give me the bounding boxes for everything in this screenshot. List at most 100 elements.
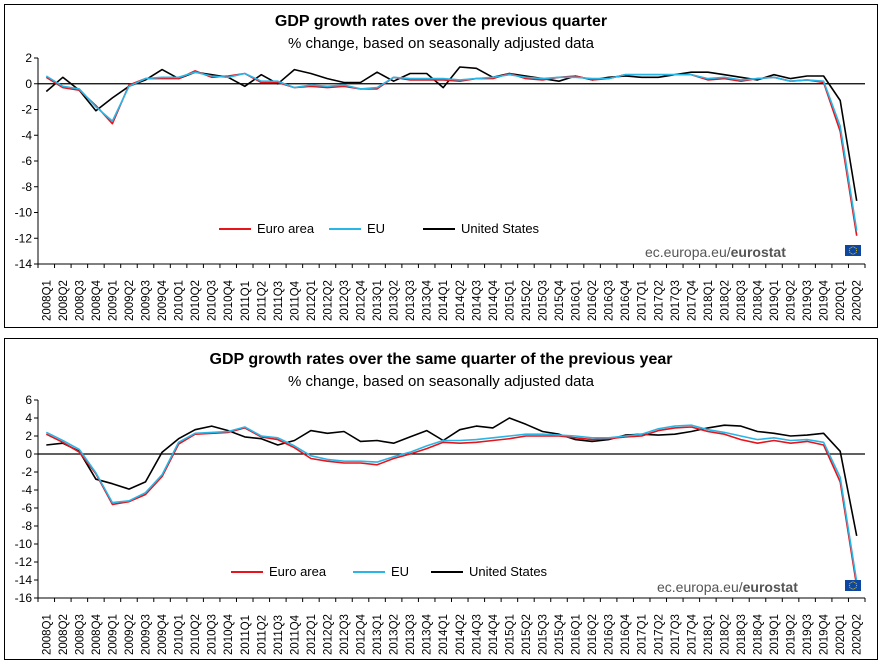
x-tick-label: 2017Q3 [670, 280, 682, 321]
eu-flag-star [855, 251, 857, 253]
eu-flag-icon [845, 580, 861, 591]
x-tick-label: 2015Q4 [554, 613, 566, 655]
x-tick-label: 2011Q2 [256, 615, 268, 655]
x-tick-label: 2011Q3 [273, 281, 285, 321]
x-tick-label: 2020Q2 [852, 280, 864, 321]
x-tick-label: 2018Q4 [752, 613, 764, 655]
series-line-eu [45, 424, 858, 582]
x-tick-label: 2017Q2 [653, 614, 665, 655]
y-tick-label: -10 [15, 537, 33, 551]
eu-flag-star [852, 246, 854, 248]
legend-label-euro_area: Euro area [257, 221, 315, 236]
x-tick-label: 2009Q2 [124, 614, 136, 655]
x-tick-label: 2008Q2 [58, 614, 70, 655]
eu-flag-star [854, 246, 856, 248]
eu-flag-star [850, 253, 852, 255]
x-tick-label: 2018Q2 [719, 614, 731, 655]
x-tick-label: 2012Q2 [322, 614, 334, 655]
x-tick-label: 2013Q1 [372, 614, 384, 655]
x-tick-label: 2013Q1 [372, 280, 384, 321]
x-tick-label: 2011Q2 [256, 281, 268, 321]
x-tick-label: 2020Q1 [835, 280, 847, 321]
legend-label-united_states: United States [461, 221, 540, 236]
legend-label-united_states: United States [469, 564, 548, 579]
x-tick-label: 2010Q2 [190, 614, 202, 655]
x-tick-label: 2017Q4 [686, 279, 698, 321]
eu-flag-star [852, 253, 854, 255]
y-tick-label: -14 [15, 257, 33, 271]
x-tick-label: 2012Q2 [322, 280, 334, 321]
x-tick-label: 2012Q4 [356, 279, 368, 321]
x-tick-label: 2013Q4 [422, 613, 434, 655]
x-tick-label: 2012Q3 [339, 614, 351, 655]
x-tick-label: 2010Q4 [223, 613, 235, 655]
y-tick-label: -6 [21, 154, 32, 168]
x-tick-label: 2019Q4 [819, 279, 831, 321]
x-tick-label: 2017Q1 [637, 614, 649, 655]
x-tick-label: 2013Q2 [389, 614, 401, 655]
x-tick-label: 2015Q3 [537, 280, 549, 321]
series-line-united_states [46, 417, 858, 537]
source-label: ec.europa.eu/eurostat [657, 579, 798, 595]
eu-flag-icon [845, 245, 861, 256]
y-tick-label: -6 [21, 501, 32, 515]
x-tick-label: 2016Q1 [571, 280, 583, 321]
y-tick-label: -12 [15, 555, 33, 569]
eu-flag-star [849, 586, 851, 588]
x-tick-label: 2018Q1 [703, 280, 715, 321]
eu-flag-star [856, 584, 858, 587]
x-tick-label: 2009Q4 [157, 279, 169, 321]
y-tick-label: 2 [25, 429, 32, 443]
x-tick-label: 2016Q2 [587, 614, 599, 655]
legend-label-eu: EU [391, 564, 409, 579]
x-tick-label: 2011Q3 [273, 615, 285, 655]
x-tick-label: 2019Q1 [769, 614, 781, 655]
x-tick-label: 2009Q3 [141, 280, 153, 321]
x-tick-label: 2016Q3 [604, 614, 616, 655]
x-tick-label: 2011Q1 [240, 615, 252, 655]
eu-flag-star [850, 246, 852, 248]
x-tick-label: 2014Q3 [471, 280, 483, 321]
x-tick-label: 2010Q4 [223, 279, 235, 321]
x-tick-label: 2019Q3 [802, 614, 814, 655]
chart-plot-quarter-on-quarter: 2 0 -2 -4 -6 -8 -10 -12 -14 2008Q1 2008Q2 2008Q3 200… [15, 51, 866, 321]
chart-title: GDP growth rates over the same quarter o… [209, 351, 673, 368]
x-tick-label: 2009Q1 [107, 280, 119, 321]
x-tick-label: 2010Q3 [207, 280, 219, 321]
x-tick-label: 2017Q1 [637, 280, 649, 321]
x-tick-label: 2013Q2 [389, 280, 401, 321]
x-tick-label: 2009Q2 [124, 280, 136, 321]
eu-flag-star [854, 588, 856, 590]
x-tick-label: 2020Q1 [835, 614, 847, 655]
eu-flag-star [848, 249, 850, 252]
x-tick-label: 2011Q1 [240, 281, 252, 321]
y-tick-label: -8 [21, 519, 32, 533]
x-tick-label: 2010Q1 [174, 280, 186, 321]
x-tick-label: 2008Q3 [74, 280, 86, 321]
chart-plot-year-on-year: 6 4 2 0 -2 -4 -6 -8 -10 -12 -14 -16 2008Q1 2008Q2 2008… [15, 393, 866, 655]
series-line-euro_area [45, 426, 858, 587]
x-tick-label: 2015Q1 [504, 614, 516, 655]
x-tick-label: 2009Q3 [141, 614, 153, 655]
chart-panel-year-on-year: GDP growth rates over the same quarter o… [4, 338, 878, 660]
y-tick-label: 6 [25, 393, 32, 407]
x-tick-label: 2015Q1 [504, 280, 516, 321]
y-tick-label: -2 [21, 103, 32, 117]
x-tick-label: 2020Q2 [852, 614, 864, 655]
x-tick-label: 2010Q1 [174, 614, 186, 655]
x-tick-label: 2014Q2 [455, 614, 467, 655]
x-tick-label: 2012Q1 [306, 280, 318, 321]
x-tick-label: 2019Q1 [769, 280, 781, 321]
x-tick-label: 2013Q4 [422, 279, 434, 321]
x-tick-label: 2013Q3 [405, 614, 417, 655]
x-tick-label: 2014Q1 [438, 614, 450, 655]
y-tick-label: -16 [15, 591, 33, 605]
source-label: ec.europa.eu/eurostat [645, 244, 786, 260]
x-tick-label: 2015Q3 [537, 614, 549, 655]
x-tick-label: 2015Q4 [554, 279, 566, 321]
x-tick-label: 2018Q1 [703, 614, 715, 655]
x-tick-label: 2012Q4 [356, 613, 368, 655]
x-tick-label: 2014Q2 [455, 280, 467, 321]
legend-label-euro_area: Euro area [269, 564, 327, 579]
x-tick-label: 2018Q4 [752, 279, 764, 321]
